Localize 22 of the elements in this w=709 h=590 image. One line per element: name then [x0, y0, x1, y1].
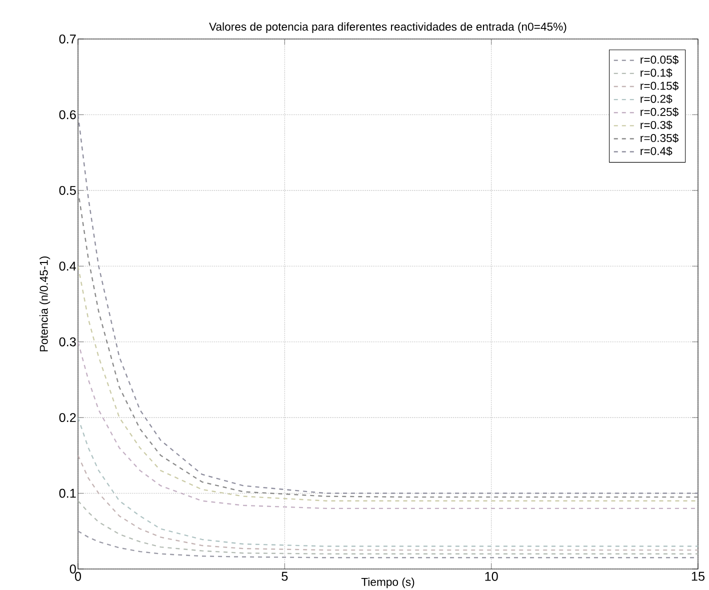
y-tick-label: 0.4: [59, 262, 76, 271]
x-tick-label: 15: [692, 572, 705, 581]
y-tick-label: 0.2: [59, 413, 76, 422]
y-axis-title: Potencia (n/0.45-1): [40, 256, 50, 352]
chart-title: Valores de potencia para diferentes reactividades de entrada (n0=45%): [209, 22, 566, 33]
legend-label: r=0.25$: [640, 107, 678, 117]
legend-label: r=0.3$: [640, 120, 672, 130]
legend-label: r=0.1$: [640, 68, 672, 78]
x-tick-label: 5: [282, 572, 288, 581]
y-tick-label: 0.6: [59, 110, 76, 120]
legend-label: r=0.2$: [640, 94, 672, 104]
legend-label: r=0.35$: [640, 134, 678, 143]
y-tick-label: 0: [70, 564, 76, 574]
y-tick-label: 0.3: [59, 337, 76, 346]
x-axis-title: Tiempo (s): [361, 578, 414, 588]
legend-label: r=0.05$: [640, 55, 678, 64]
x-tick-label: 10: [485, 572, 498, 581]
y-tick-label: 0.1: [59, 488, 76, 498]
y-tick-label: 0.5: [59, 186, 76, 195]
y-tick-label: 0.7: [59, 34, 76, 44]
legend-label: r=0.15$: [640, 81, 678, 90]
legend-label: r=0.4$: [640, 146, 672, 156]
